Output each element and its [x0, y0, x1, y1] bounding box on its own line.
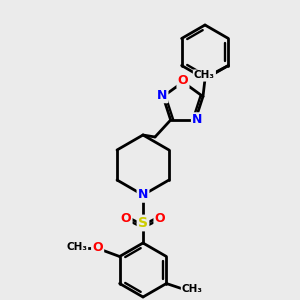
Text: O: O [121, 212, 131, 224]
Text: CH₃: CH₃ [66, 242, 87, 253]
Text: N: N [157, 89, 167, 102]
Text: CH₃: CH₃ [182, 284, 203, 295]
Text: N: N [192, 113, 203, 127]
Text: CH₃: CH₃ [194, 70, 215, 80]
Text: N: N [138, 188, 148, 202]
Text: O: O [92, 241, 103, 254]
Text: O: O [178, 74, 188, 88]
Text: O: O [155, 212, 165, 224]
Text: S: S [138, 216, 148, 230]
